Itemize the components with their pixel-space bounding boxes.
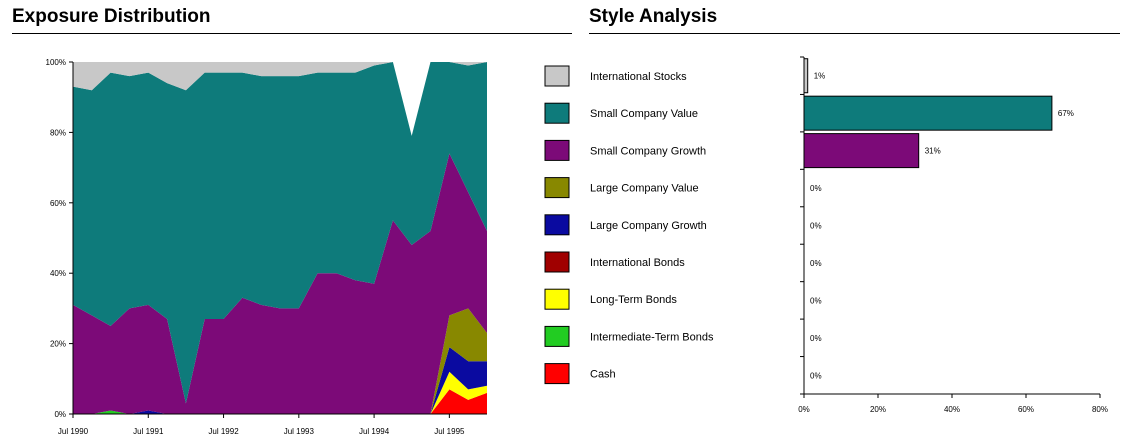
legend-swatch-large-company-value bbox=[544, 177, 570, 199]
legend-label-small-company-growth: Small Company Growth bbox=[590, 145, 706, 157]
legend-label-intermediate-term-bonds: Intermediate-Term Bonds bbox=[590, 331, 714, 343]
legend-swatch-small-company-value bbox=[544, 102, 570, 124]
legend-label-long-term-bonds: Long-Term Bonds bbox=[590, 294, 677, 306]
area-cash bbox=[73, 389, 487, 414]
style-legend: International Stocks Small Company Value S… bbox=[544, 65, 714, 385]
style-title: Style Analysis bbox=[589, 6, 718, 27]
y-tick-label: 60% bbox=[50, 199, 66, 208]
bar-small-company-growth bbox=[803, 133, 920, 169]
legend-swatch-international-bonds bbox=[544, 251, 570, 273]
bar-value-label-large-company-value: 0% bbox=[810, 184, 822, 193]
bar-value-label-small-company-value: 67% bbox=[1058, 109, 1074, 118]
legend-swatch-international-stocks bbox=[544, 65, 570, 87]
y-tick-label: 20% bbox=[50, 340, 66, 349]
bar-small-company-value bbox=[803, 95, 1053, 131]
legend-label-international-bonds: International Bonds bbox=[590, 257, 685, 269]
y-tick-label: 0% bbox=[54, 410, 66, 419]
legend-label-large-company-value: Large Company Value bbox=[590, 183, 699, 195]
bar-value-label-cash: 0% bbox=[810, 371, 822, 380]
area-small-company-value bbox=[73, 62, 487, 404]
style-title-rule bbox=[589, 33, 1120, 34]
bar-x-tick-label: 0% bbox=[798, 405, 810, 414]
bar-value-label-international-bonds: 0% bbox=[810, 259, 822, 268]
bar-x-tick-label: 20% bbox=[870, 405, 886, 414]
area-intermediate-term-bonds bbox=[73, 389, 487, 414]
y-tick-label: 80% bbox=[50, 128, 66, 137]
area-small-company-growth bbox=[73, 153, 487, 414]
legend-swatch-long-term-bonds bbox=[544, 288, 570, 310]
bar-value-label-large-company-growth: 0% bbox=[810, 222, 822, 231]
exposure-title-rule bbox=[12, 33, 572, 34]
exposure-title: Exposure Distribution bbox=[12, 6, 211, 27]
y-tick-label: 100% bbox=[46, 58, 66, 67]
exposure-area-chart: 0% 20% 40% 60% 80% 100% Jul 1990 Jul 1991 Jul 19… bbox=[46, 58, 487, 436]
bar-x-tick-label: 40% bbox=[944, 405, 960, 414]
x-tick-label: Jul 1994 bbox=[359, 427, 390, 436]
x-tick-label: Jul 1991 bbox=[133, 427, 164, 436]
x-tick-label: Jul 1995 bbox=[434, 427, 465, 436]
legend-swatch-intermediate-term-bonds bbox=[544, 325, 570, 347]
legend-label-large-company-growth: Large Company Growth bbox=[590, 220, 707, 232]
bar-value-label-intermediate-term-bonds: 0% bbox=[810, 334, 822, 343]
bar-x-tick-label: 80% bbox=[1092, 405, 1108, 414]
x-tick-label: Jul 1993 bbox=[284, 427, 315, 436]
bar-value-label-small-company-growth: 31% bbox=[925, 147, 941, 156]
legend-swatch-large-company-growth bbox=[544, 214, 570, 236]
bar-value-label-long-term-bonds: 0% bbox=[810, 296, 822, 305]
bar-value-label-international-stocks: 1% bbox=[814, 72, 826, 81]
legend-swatch-cash bbox=[544, 363, 570, 385]
x-tick-label: Jul 1992 bbox=[208, 427, 239, 436]
bar-international-stocks bbox=[803, 58, 809, 94]
legend-swatch-small-company-growth bbox=[544, 139, 570, 161]
legend-label-international-stocks: International Stocks bbox=[590, 71, 687, 83]
bar-x-tick-label: 60% bbox=[1018, 405, 1034, 414]
x-tick-label: Jul 1990 bbox=[58, 427, 89, 436]
style-bar-chart: 1% 67% 31% 0% 0% 0% 0% 0% 0% 0% 20% 40% 60% 80% bbox=[798, 56, 1108, 414]
legend-label-small-company-value: Small Company Value bbox=[590, 108, 698, 120]
area-international-stocks bbox=[73, 62, 487, 136]
legend-label-cash: Cash bbox=[590, 369, 616, 381]
y-tick-label: 40% bbox=[50, 269, 66, 278]
